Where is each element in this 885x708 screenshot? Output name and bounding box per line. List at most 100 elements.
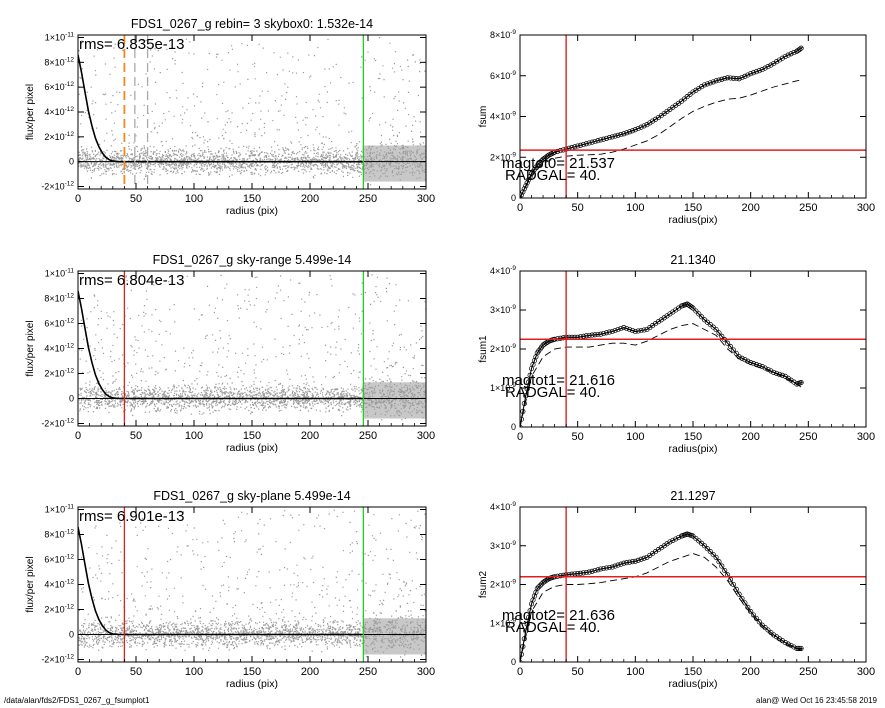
x-tick-label: 50 — [130, 193, 142, 205]
growth-curve-point — [797, 46, 803, 52]
y-tick-label: 8×10-12 — [44, 56, 74, 67]
growth-curve-point — [592, 138, 598, 145]
growth-curve-point — [524, 386, 530, 392]
growth-curve-point — [583, 569, 589, 576]
y-axis-label: flux/per pixel — [25, 556, 36, 612]
growth-curve-point — [624, 130, 630, 136]
x-tick-label: 50 — [130, 430, 142, 442]
growth-curve-point — [544, 577, 550, 583]
growth-curve-point — [606, 564, 612, 571]
growth-curve-point — [748, 71, 754, 77]
growth-curve-point — [534, 585, 540, 591]
growth-curve-point — [603, 565, 610, 571]
growth-curve-point — [750, 70, 757, 76]
plot-area — [78, 35, 426, 189]
x-tick-label: 150 — [243, 666, 261, 678]
x-tick-label: 0 — [517, 666, 523, 678]
comparison-dashed-curve — [520, 79, 803, 198]
growth-curve-point — [583, 333, 589, 339]
growth-curve-point — [618, 325, 624, 332]
growth-curve-point — [603, 135, 610, 141]
y-tick-label: 2×10-9 — [490, 343, 516, 354]
magtot-annotation: magtot0= 21.537 — [502, 155, 615, 172]
growth-curve-point — [629, 559, 636, 565]
y-tick-label: -2×10-12 — [41, 654, 74, 665]
growth-curve-point — [523, 183, 529, 189]
growth-curve-point — [739, 355, 745, 361]
x-tick-label: 300 — [857, 666, 875, 678]
growth-curve-point — [713, 554, 719, 560]
magtot-annotation: magtot2= 21.636 — [502, 607, 615, 624]
growth-curve-point — [771, 369, 777, 375]
y-tick-label: 0 — [511, 193, 516, 203]
growth-curve-point — [713, 78, 719, 84]
growth-curve-point — [583, 141, 589, 147]
sky-outer-band — [363, 382, 426, 419]
growth-curve-point — [603, 330, 610, 336]
footer-file-path: /data/alan/fds2/FDS1_0267_g_fsumplot1 — [4, 696, 150, 705]
growth-curve-point — [609, 134, 615, 140]
growth-curve-point — [586, 569, 592, 575]
y-tick-label: 0 — [69, 394, 74, 404]
x-axis-label: radius (pix) — [226, 442, 278, 454]
growth-curve-point — [704, 546, 710, 552]
growth-curve-point — [756, 619, 762, 625]
growth-curve-point — [580, 333, 586, 339]
growth-curve-point — [742, 73, 748, 79]
chart-title: FDS1_0267_g sky-plane 5.499e-14 — [153, 489, 350, 503]
x-tick-label: 200 — [741, 666, 759, 678]
y-tick-label: 6×10-12 — [44, 81, 74, 92]
y-tick-label: 6×10-12 — [44, 318, 74, 329]
growth-curve-point — [745, 72, 751, 78]
x-tick-label: 300 — [417, 430, 435, 442]
y-tick-label: 6×10-9 — [490, 70, 516, 81]
growth-curve-point — [627, 559, 633, 565]
growth-curve-point — [589, 332, 595, 338]
growth-curve-point — [701, 543, 708, 549]
growth-curve-point — [523, 628, 529, 634]
radgal-annotation: RADGAL= 40. — [505, 619, 600, 636]
growth-curve-point — [627, 326, 633, 333]
plot-frame — [519, 270, 867, 428]
growth-curve-point — [606, 135, 612, 141]
growth-curve-point — [554, 148, 561, 154]
chart-title: FDS1_0267_g rebin= 3 skybox0: 1.532e-14 — [131, 17, 373, 31]
growth-curve-point — [774, 370, 780, 376]
growth-curve-point — [722, 567, 728, 574]
growth-curve-point — [537, 159, 543, 165]
rms-annotation: rms= 6.835e-13 — [79, 36, 184, 53]
x-axis-label: radius (pix) — [226, 205, 278, 217]
growth-curve-point — [595, 567, 601, 573]
growth-curve-point — [629, 327, 636, 334]
growth-curve-point — [690, 305, 696, 311]
growth-curve-point — [615, 562, 621, 568]
growth-curve-point — [635, 557, 641, 563]
growth-curve-point — [624, 560, 630, 566]
radial-profile-line — [78, 290, 364, 400]
growth-curve-point — [710, 551, 716, 558]
y-tick-label: 1×10-9 — [490, 617, 516, 628]
growth-curve-point — [727, 75, 734, 81]
growth-curve-point — [601, 330, 607, 337]
growth-curve-point — [635, 125, 641, 132]
growth-curve-point — [534, 162, 540, 168]
growth-curve-point — [690, 89, 696, 95]
x-tick-label: 150 — [684, 431, 702, 443]
y-tick-label: 0 — [511, 422, 516, 432]
x-tick-label: 150 — [243, 193, 261, 205]
growth-curve-point — [782, 53, 788, 59]
growth-curve-point — [577, 570, 584, 576]
growth-curve-point — [589, 139, 595, 145]
y-axis-label: fsum1 — [478, 335, 489, 363]
y-tick-label: 4×10-9 — [490, 111, 516, 122]
x-tick-label: 150 — [243, 430, 261, 442]
growth-curve-point — [719, 563, 725, 569]
growth-curve-point — [739, 74, 745, 81]
growth-curve-point — [707, 322, 713, 328]
growth-curve-point — [704, 81, 710, 87]
rms-annotation: rms= 6.901e-13 — [79, 508, 184, 525]
growth-curve-point — [575, 571, 581, 577]
x-tick-label: 300 — [417, 666, 435, 678]
growth-curve-point — [725, 340, 731, 346]
